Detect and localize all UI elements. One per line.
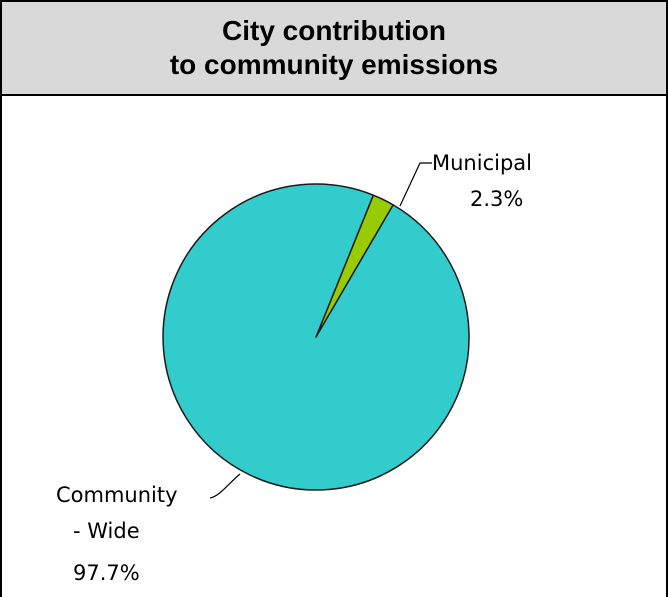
pie-slices (162, 183, 470, 491)
label-community-name: Community (56, 483, 178, 507)
label-municipal-name: Municipal (432, 151, 532, 175)
label-municipal-percent: 2.3% (470, 187, 523, 211)
chart-title-line-2: to community emissions (169, 49, 499, 80)
leader-line-municipal (399, 162, 432, 207)
leader-lines (209, 162, 432, 499)
leader-line-community (209, 473, 241, 499)
label-community-wide: - Wide (73, 519, 140, 543)
pie-slice-community-wide (162, 183, 470, 491)
chart-title-line-1: City contribution (222, 15, 446, 46)
label-community-percent: 97.7% (73, 561, 140, 585)
chart-title: City contribution to community emissions (2, 2, 666, 96)
